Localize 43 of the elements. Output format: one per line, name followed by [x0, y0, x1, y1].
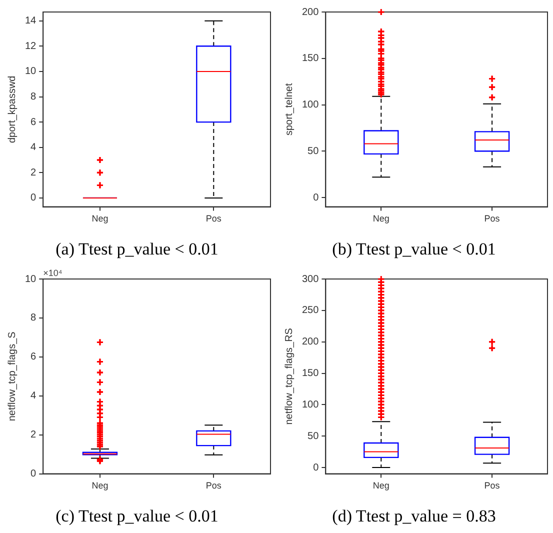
- y-axis-title: sport_telnet: [284, 83, 295, 136]
- y-tick-label: 250: [302, 305, 320, 316]
- y-tick-label: 100: [302, 100, 320, 111]
- text: (a) Ttest p_value < 0.01: [56, 239, 218, 258]
- y-tick-label: 10: [25, 66, 37, 78]
- x-tick-label: Pos: [206, 480, 222, 491]
- y-tick-label: 6: [30, 352, 37, 363]
- y-tick-label: 50: [308, 146, 320, 157]
- y-tick-label: 100: [302, 399, 320, 410]
- y-tick-label: 0: [313, 192, 320, 204]
- y-tick-label: 4: [30, 390, 37, 402]
- y-tick-label: 4: [30, 142, 37, 154]
- y-tick-label: 14: [25, 16, 37, 27]
- y-tick-label: 8: [30, 312, 37, 324]
- y-tick-label: 0: [313, 462, 320, 474]
- x-tick-label: Neg: [92, 480, 108, 491]
- x-tick-label: Pos: [206, 214, 222, 224]
- y-tick-label: 50: [308, 430, 320, 442]
- y-tick-label: 150: [302, 53, 320, 64]
- y-axis-title: netflow_tcp_flags_RS: [284, 328, 295, 425]
- text: (d) Ttest p_value = 0.83: [332, 506, 496, 526]
- text: ×10⁴: [43, 268, 62, 278]
- y-tick-label: 2: [30, 430, 37, 441]
- text: (c) Ttest p_value < 0.01: [56, 506, 218, 526]
- y-tick-label: 10: [25, 274, 37, 285]
- x-tick-label: Neg: [92, 214, 108, 224]
- x-tick-label: Neg: [372, 480, 390, 491]
- y-tick-label: 6: [30, 116, 37, 128]
- y-tick-label: 2: [30, 167, 37, 178]
- y-tick-label: 0: [30, 192, 37, 204]
- y-tick-label: 300: [302, 274, 320, 285]
- y-tick-label: 200: [302, 336, 320, 348]
- x-tick-label: Pos: [484, 480, 500, 491]
- y-tick-label: 12: [25, 40, 37, 52]
- text: (b) Ttest p_value < 0.01: [332, 239, 496, 258]
- y-axis-title: dport_kpasswd: [6, 76, 18, 144]
- y-tick-label: 200: [302, 6, 320, 18]
- x-tick-label: Pos: [484, 214, 500, 224]
- x-tick-label: Neg: [372, 214, 390, 224]
- y-axis-title: netflow_tcp_flags_S: [6, 331, 18, 422]
- y-tick-label: 0: [30, 468, 37, 480]
- y-tick-label: 150: [302, 368, 320, 380]
- y-tick-label: 8: [30, 92, 37, 102]
